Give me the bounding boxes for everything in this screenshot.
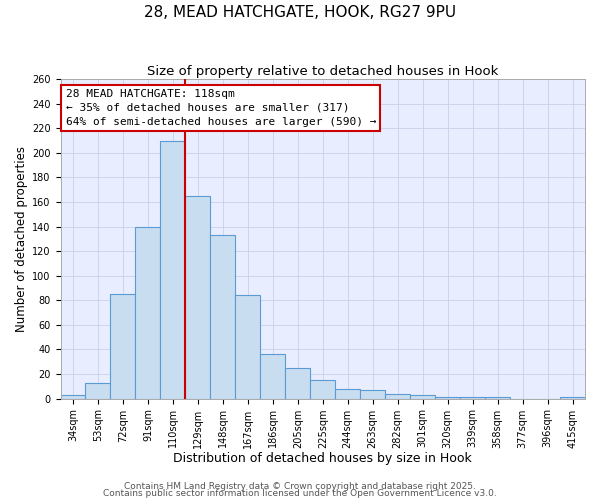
- Text: Contains HM Land Registry data © Crown copyright and database right 2025.: Contains HM Land Registry data © Crown c…: [124, 482, 476, 491]
- X-axis label: Distribution of detached houses by size in Hook: Distribution of detached houses by size …: [173, 452, 472, 465]
- Title: Size of property relative to detached houses in Hook: Size of property relative to detached ho…: [147, 65, 499, 78]
- Bar: [85, 382, 110, 398]
- Bar: [160, 140, 185, 398]
- Bar: [185, 196, 211, 398]
- Bar: [335, 389, 360, 398]
- Bar: [110, 294, 136, 399]
- Bar: [310, 380, 335, 398]
- Bar: [360, 390, 385, 398]
- Bar: [260, 354, 285, 399]
- Bar: [136, 226, 160, 398]
- Text: 28 MEAD HATCHGATE: 118sqm
← 35% of detached houses are smaller (317)
64% of semi: 28 MEAD HATCHGATE: 118sqm ← 35% of detac…: [65, 89, 376, 127]
- Bar: [410, 395, 435, 398]
- Bar: [235, 296, 260, 399]
- Bar: [211, 235, 235, 398]
- Bar: [285, 368, 310, 398]
- Text: Contains public sector information licensed under the Open Government Licence v3: Contains public sector information licen…: [103, 490, 497, 498]
- Y-axis label: Number of detached properties: Number of detached properties: [15, 146, 28, 332]
- Bar: [61, 395, 85, 398]
- Bar: [385, 394, 410, 398]
- Text: 28, MEAD HATCHGATE, HOOK, RG27 9PU: 28, MEAD HATCHGATE, HOOK, RG27 9PU: [144, 5, 456, 20]
